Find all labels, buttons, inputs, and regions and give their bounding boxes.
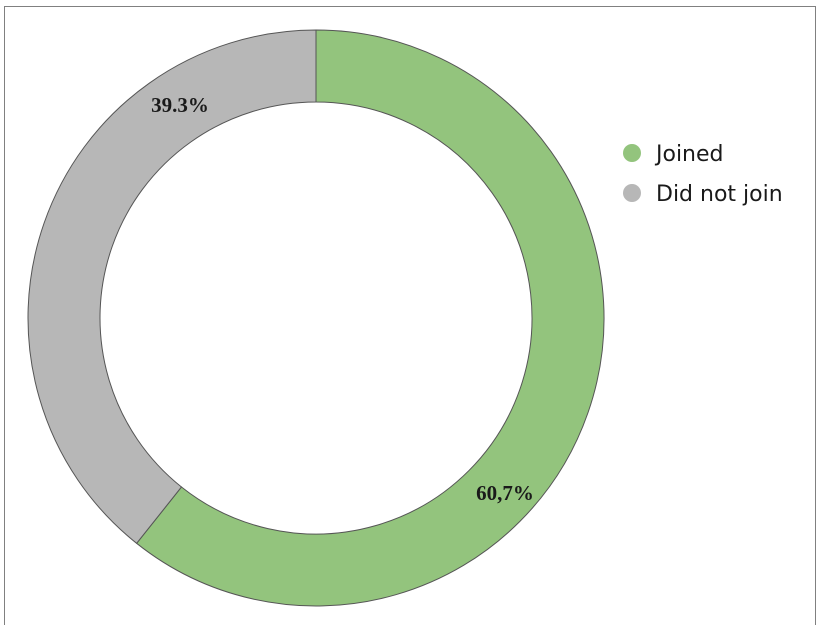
data-label-joined: 60,7%: [476, 481, 534, 505]
legend: Joined Did not join: [623, 142, 783, 207]
data-label-did-not-join: 39.3%: [151, 93, 209, 117]
slice-joined: [135, 29, 605, 607]
data-labels: 60,7% 39.3%: [151, 93, 534, 505]
legend-marker-joined: [623, 144, 641, 162]
legend-label-joined: Joined: [654, 142, 724, 167]
legend-label-did-not-join: Did not join: [656, 182, 783, 207]
donut-slices: [27, 29, 605, 607]
legend-marker-did-not-join: [623, 184, 641, 202]
slice-did-not-join: [27, 29, 317, 545]
